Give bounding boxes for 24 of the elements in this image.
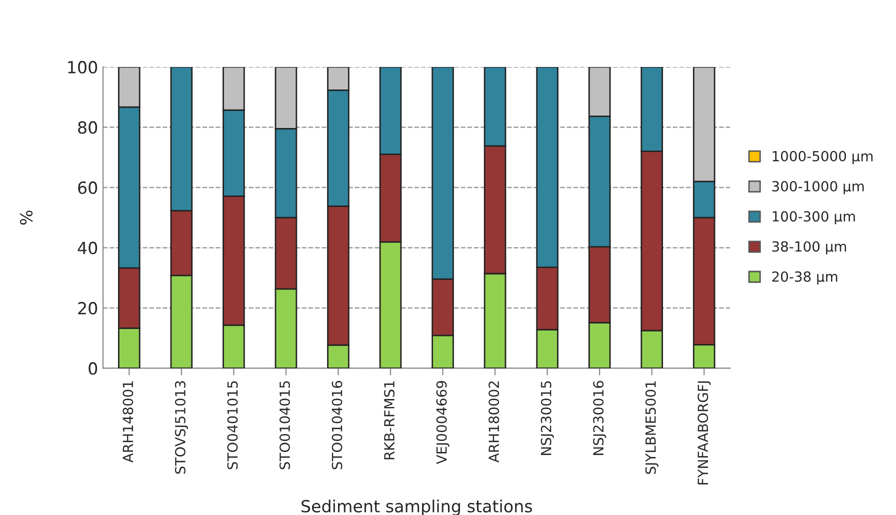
- x-tick-label: STO0104016: [332, 380, 342, 470]
- y-tick-label: 0: [88, 362, 98, 375]
- y-axis-title: %: [20, 210, 33, 225]
- x-tick-label: RKB-RFMS1: [384, 381, 395, 460]
- x-tick-label: ARH148001: [122, 381, 134, 463]
- x-tick-label: NSJ230015: [540, 381, 554, 455]
- y-tick-label: 20: [78, 302, 98, 315]
- y-tick-label: 100: [68, 60, 98, 74]
- x-tick-label: ARH180002: [488, 381, 500, 463]
- x-tick-label: FYNFAABORGFJ: [698, 381, 711, 484]
- x-tick-label: NSJ230016: [593, 380, 606, 455]
- y-tick-label: 60: [78, 181, 98, 194]
- legend-label: 100-300 µm: [772, 211, 855, 224]
- x-tick-label: VEJ0004669: [436, 381, 450, 464]
- legend-label: 20-38 µm: [772, 271, 838, 285]
- legend-label: 1000-5000 µm: [772, 150, 873, 164]
- y-tick-label: 80: [78, 121, 98, 134]
- x-tick-label: STO0104015: [280, 381, 290, 470]
- y-tick-label: 40: [78, 242, 98, 254]
- x-tick-label: STOVSJ51013: [174, 381, 188, 474]
- legend-label: 300-1000 µm: [772, 181, 864, 194]
- x-tick-label: STO0401015: [227, 381, 238, 470]
- legend-label: 38-100 µm: [772, 241, 846, 254]
- x-tick-label: SJYLBME5001: [645, 381, 658, 474]
